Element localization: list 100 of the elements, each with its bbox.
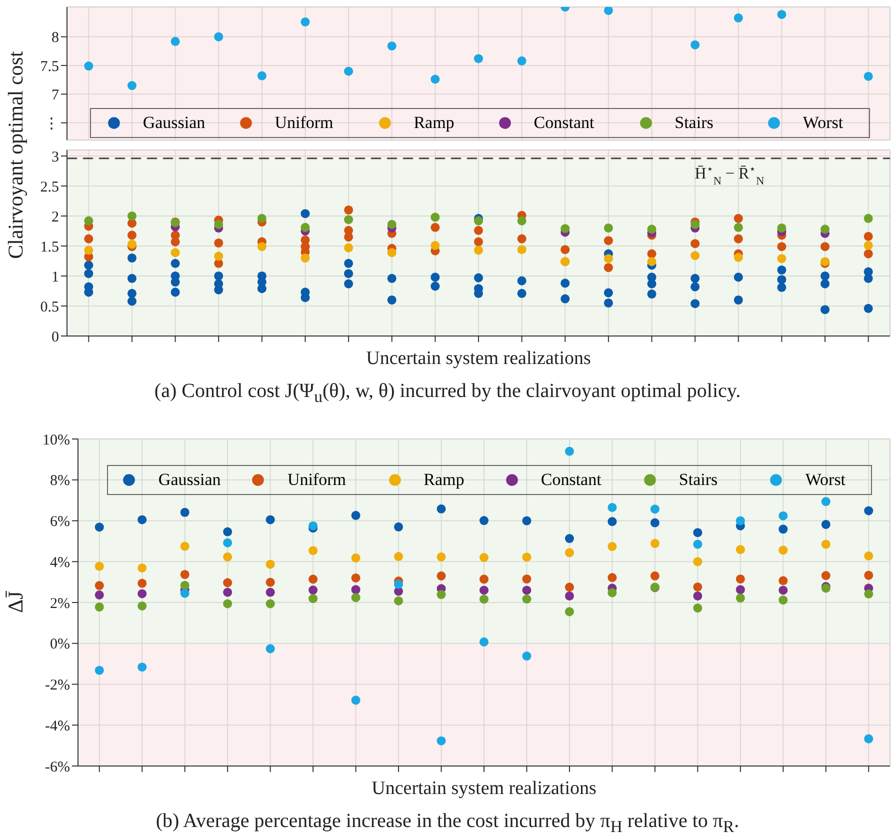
legend-label: Worst — [802, 113, 844, 133]
point — [864, 214, 873, 223]
point — [522, 516, 532, 526]
point — [821, 540, 830, 549]
point — [522, 552, 532, 562]
point — [436, 736, 446, 746]
point — [560, 245, 570, 254]
point — [436, 571, 446, 580]
legend-label: Uniform — [287, 470, 346, 490]
point — [821, 520, 830, 529]
text: (a) Control cost J(Ψ$_{u}$(θ), w, θ) incurred by the clairvoyant optimal policy. — [153, 380, 742, 407]
point — [690, 299, 700, 308]
point — [522, 652, 532, 661]
point — [84, 269, 94, 278]
point — [820, 224, 830, 234]
point — [522, 574, 532, 584]
point — [344, 243, 354, 252]
y-axis-title: ΔJ̄ — [4, 591, 28, 613]
point — [734, 295, 743, 305]
point — [344, 66, 354, 76]
point — [864, 506, 874, 516]
point — [690, 274, 700, 283]
point — [564, 534, 574, 544]
point — [344, 232, 354, 242]
point — [351, 510, 360, 520]
point — [170, 288, 180, 297]
y-tick-label: 6% — [50, 514, 70, 530]
point — [180, 542, 190, 551]
point — [138, 578, 147, 588]
legend-label: Constant — [534, 113, 594, 133]
point — [474, 246, 484, 255]
legend-label: Worst — [805, 470, 846, 490]
y-tick-label: 1 — [52, 269, 59, 286]
point — [266, 515, 275, 524]
point — [734, 222, 743, 232]
point — [84, 246, 94, 255]
point — [517, 56, 526, 66]
y-tick-label: 3 — [52, 149, 59, 166]
point — [778, 546, 788, 555]
point — [734, 272, 743, 282]
point — [734, 234, 743, 244]
point — [180, 588, 190, 598]
point — [94, 602, 104, 612]
point — [693, 528, 702, 538]
point — [127, 230, 136, 240]
point — [734, 13, 743, 22]
point — [127, 253, 136, 263]
point — [777, 254, 786, 264]
point — [266, 599, 275, 608]
point — [864, 249, 873, 258]
point — [394, 522, 404, 532]
point — [693, 540, 702, 549]
legend-label: Constant — [540, 470, 602, 490]
point — [734, 252, 743, 262]
point — [430, 282, 440, 291]
point — [84, 260, 94, 270]
point — [436, 590, 446, 600]
point — [257, 242, 266, 252]
point — [257, 71, 266, 80]
point — [647, 249, 656, 258]
point — [94, 562, 104, 571]
y-tick-label: -6% — [45, 759, 70, 776]
point — [522, 594, 532, 604]
point — [564, 548, 574, 558]
point — [474, 216, 484, 226]
point — [170, 258, 180, 268]
y-tick-label: 7 — [52, 87, 60, 104]
point — [778, 596, 788, 605]
point — [387, 295, 396, 305]
point — [436, 552, 446, 562]
point — [778, 586, 788, 595]
point — [351, 585, 360, 594]
point — [560, 294, 570, 304]
point — [736, 574, 745, 584]
point — [479, 516, 489, 526]
point — [650, 504, 660, 514]
y-axis-title: Clairvoyant optimal cost — [4, 51, 28, 259]
point — [479, 586, 489, 595]
point — [300, 222, 310, 232]
point — [344, 279, 354, 288]
point — [690, 282, 700, 292]
point — [778, 576, 788, 586]
point — [430, 222, 440, 232]
point — [734, 214, 743, 223]
point — [647, 224, 656, 234]
point — [170, 277, 180, 287]
point — [604, 263, 613, 272]
point — [436, 504, 446, 514]
y-tick-label: 2.5 — [40, 179, 59, 196]
point — [479, 637, 489, 646]
point — [777, 10, 786, 19]
point — [820, 271, 830, 281]
point — [864, 551, 874, 560]
point — [180, 580, 190, 590]
y-tick-label: -2% — [45, 678, 70, 694]
point — [736, 594, 745, 603]
point — [308, 586, 318, 595]
text: (b) Average percentage increase in the cost incurred by π$_{H}$ relative to π$_{R}$. — [154, 810, 740, 837]
point — [387, 220, 396, 229]
point — [223, 588, 232, 597]
